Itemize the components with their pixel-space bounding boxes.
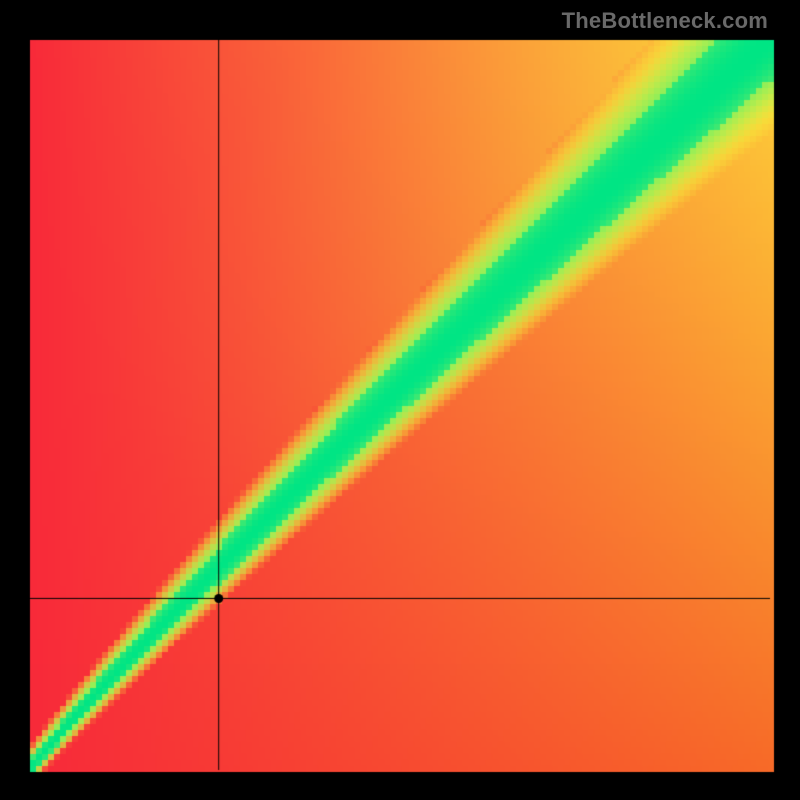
bottleneck-heatmap bbox=[0, 0, 800, 800]
watermark-text: TheBottleneck.com bbox=[562, 8, 768, 34]
